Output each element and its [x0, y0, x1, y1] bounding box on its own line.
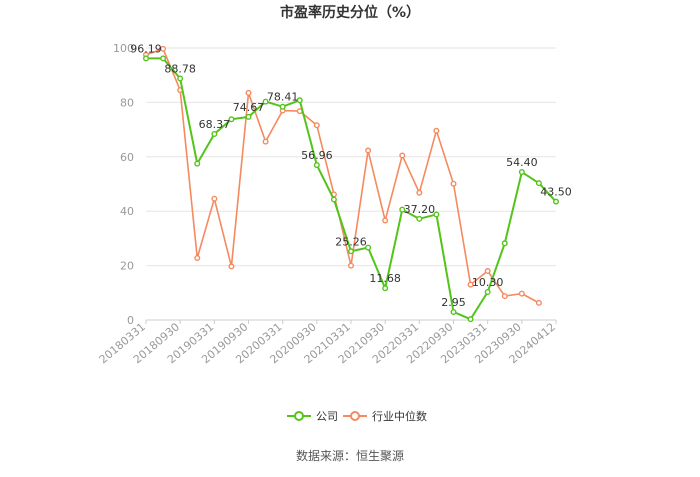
data-label: 25.26 [335, 235, 367, 248]
y-tick-label: 100 [113, 42, 134, 55]
data-point [160, 55, 167, 62]
data-label: 37.20 [404, 203, 436, 216]
data-point [467, 316, 474, 323]
data-point [348, 262, 355, 269]
data-point [262, 138, 269, 145]
legend-item-industry-median[interactable]: 行业中位数 [343, 409, 427, 423]
series-industry-median [142, 45, 542, 306]
data-point [382, 217, 389, 224]
data-point [228, 116, 235, 123]
data-point [245, 113, 252, 120]
data-point [433, 211, 440, 218]
y-tick-label: 20 [120, 260, 134, 273]
data-point [450, 180, 457, 187]
data-point [518, 169, 525, 176]
data-point [467, 281, 474, 288]
series-layer [142, 45, 560, 323]
data-point [484, 268, 491, 275]
data-point [348, 248, 355, 255]
data-point [142, 55, 149, 62]
data-point [433, 127, 440, 134]
legend-label: 行业中位数 [372, 409, 427, 423]
data-point [535, 180, 542, 187]
data-point [501, 293, 508, 300]
data-point [450, 308, 457, 315]
chart-title: 市盈率历史分位（%） [280, 4, 420, 21]
data-point [160, 45, 167, 52]
data-label: 78.41 [267, 91, 299, 104]
data-point [416, 215, 423, 222]
series-company [142, 55, 560, 323]
data-label: 74.67 [233, 101, 265, 114]
data-label: 96.19 [130, 42, 162, 55]
data-label: 54.40 [506, 156, 538, 169]
data-point [399, 152, 406, 159]
y-tick-label: 0 [127, 314, 134, 327]
data-label: 56.96 [301, 149, 333, 162]
data-point [535, 299, 542, 306]
data-point [177, 75, 184, 82]
data-point [416, 189, 423, 196]
data-point [194, 160, 201, 167]
data-point [211, 131, 218, 138]
y-tick-label: 80 [120, 96, 134, 109]
data-source: 数据来源：恒生聚源 [296, 448, 404, 463]
data-point [518, 290, 525, 297]
x-axis: 2018033120180930201903312019093020200331… [97, 320, 558, 366]
data-point [553, 198, 560, 205]
legend-marker-icon [350, 411, 360, 421]
data-point [245, 89, 252, 96]
y-tick-label: 40 [120, 205, 134, 218]
data-point [296, 97, 303, 104]
data-point [382, 285, 389, 292]
data-point [484, 288, 491, 295]
data-label: 88.78 [164, 63, 196, 76]
data-label: 43.50 [540, 186, 572, 199]
y-tick-label: 60 [120, 151, 134, 164]
data-point [330, 196, 337, 203]
data-label: 68.37 [199, 118, 231, 131]
data-point [279, 103, 286, 110]
legend[interactable]: 公司 行业中位数 [287, 409, 427, 423]
data-point [365, 244, 372, 251]
y-axis: 0 20 40 60 80 100 [113, 42, 134, 327]
legend-label: 公司 [316, 410, 338, 423]
series-line [145, 48, 540, 304]
data-point [313, 162, 320, 169]
data-label: 11.68 [369, 272, 401, 285]
legend-item-company[interactable]: 公司 [287, 410, 338, 423]
data-point [501, 240, 508, 247]
data-point [228, 263, 235, 270]
data-point [262, 98, 269, 105]
data-label: 2.95 [441, 296, 466, 309]
data-point [365, 147, 372, 154]
data-point [194, 254, 201, 261]
data-point [211, 195, 218, 202]
data-point [313, 122, 320, 129]
legend-marker-icon [294, 411, 304, 421]
data-label: 10.30 [472, 276, 504, 289]
data-point [399, 206, 406, 213]
